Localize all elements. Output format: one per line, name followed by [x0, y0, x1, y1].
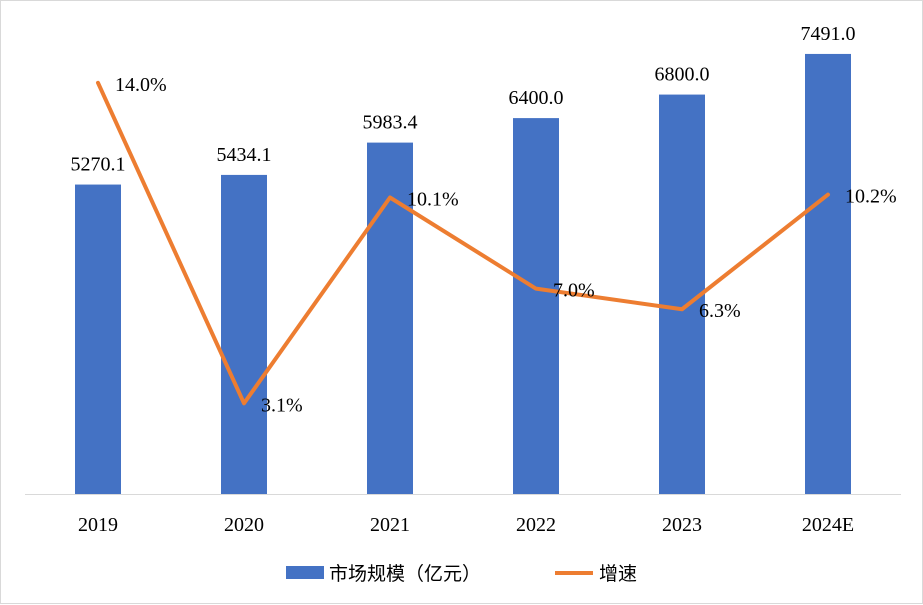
line-data-label: 14.0% — [115, 74, 167, 96]
x-tick-label: 2019 — [78, 514, 118, 536]
x-tick-label: 2020 — [224, 514, 264, 536]
bar-data-label: 5983.4 — [363, 112, 418, 134]
legend-label-line: 增速 — [599, 563, 637, 585]
bar-2020 — [221, 175, 267, 495]
legend: 市场规模（亿元） 增速 — [286, 563, 637, 585]
bar-data-label: 5270.1 — [71, 154, 126, 176]
legend-swatch-bar — [286, 566, 324, 579]
bar-data-label: 6800.0 — [655, 64, 710, 86]
bar-data-label: 5434.1 — [217, 144, 272, 166]
bar-2019 — [75, 185, 121, 495]
bar-2022 — [513, 118, 559, 494]
bar-2024E — [805, 54, 851, 495]
bar-data-label: 7491.0 — [801, 23, 856, 45]
line-data-label: 6.3% — [699, 300, 741, 322]
legend-label-bar: 市场规模（亿元） — [329, 563, 481, 585]
bar-data-label: 6400.0 — [509, 87, 564, 109]
line-data-label: 10.1% — [407, 188, 459, 210]
x-tick-label: 2024E — [802, 514, 854, 536]
line-data-label: 10.2% — [845, 186, 897, 208]
x-tick-label: 2021 — [370, 514, 410, 536]
x-tick-label: 2022 — [516, 514, 556, 536]
x-tick-label: 2023 — [662, 514, 702, 536]
line-data-label: 3.1% — [261, 394, 303, 416]
line-data-label: 7.0% — [553, 280, 595, 302]
growth-line — [98, 83, 828, 404]
